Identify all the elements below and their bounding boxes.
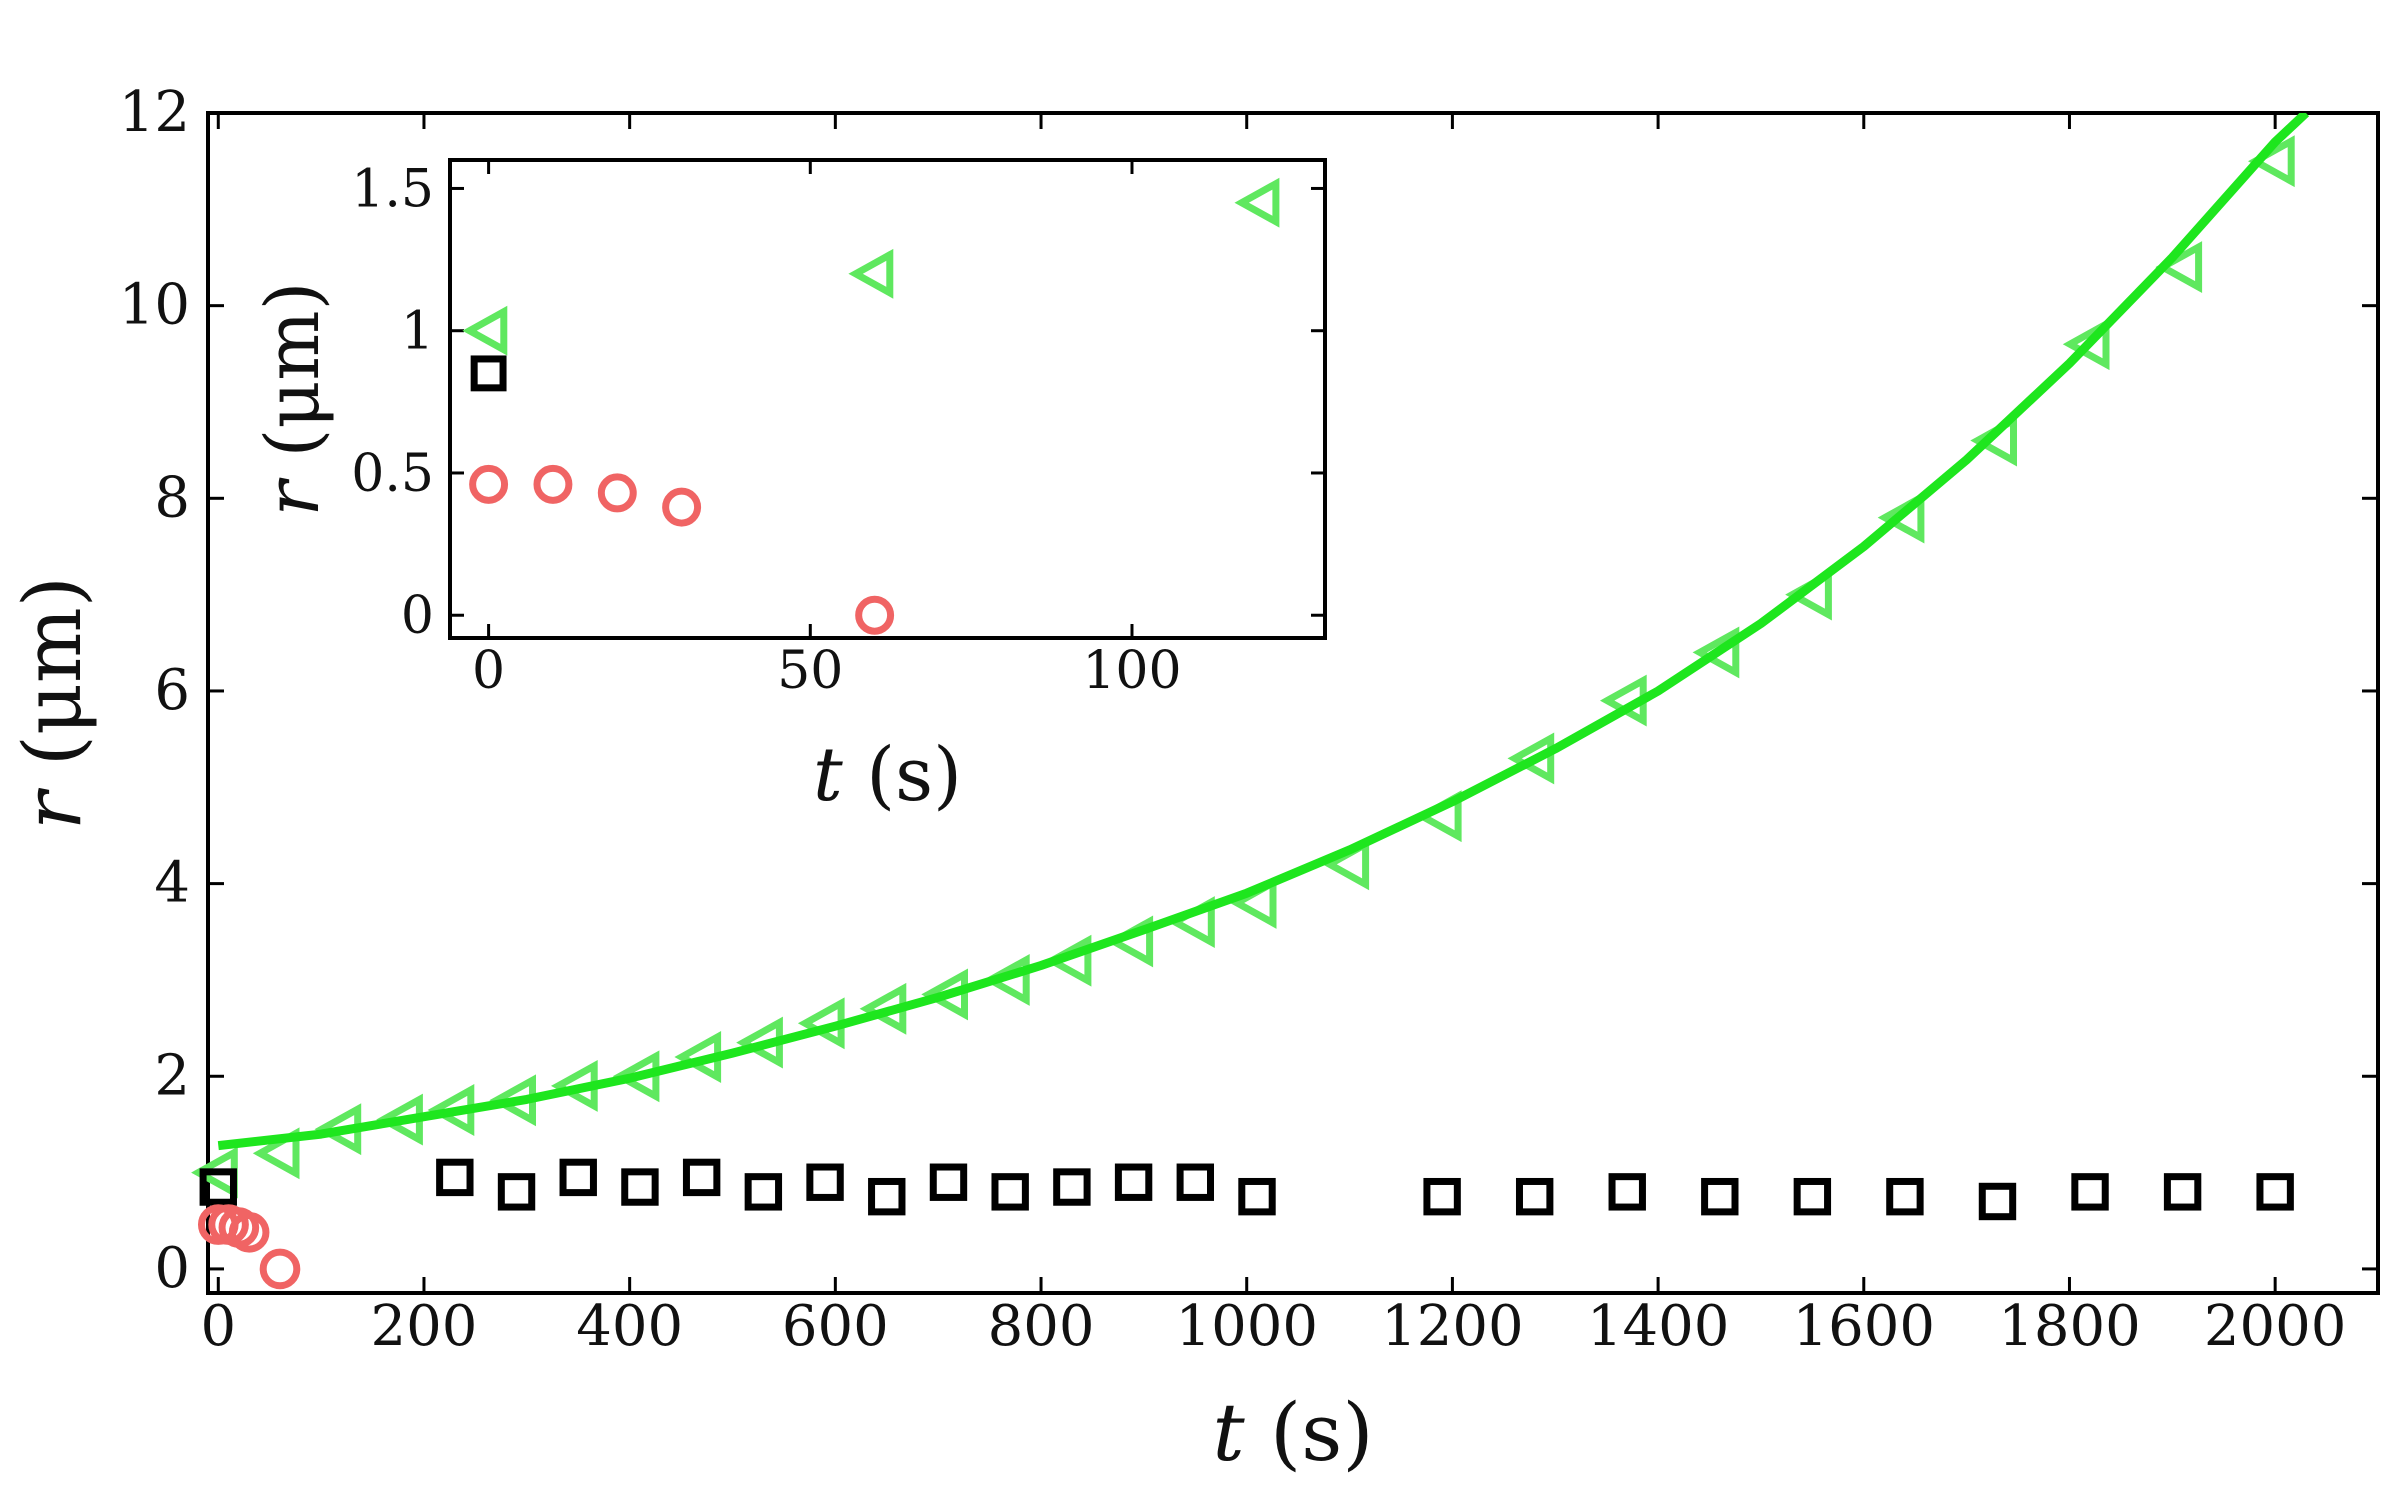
inset-plot-area [462,177,1280,635]
main-y-tick-label: 12 [119,80,190,145]
main-y-tick-label: 8 [154,465,190,530]
main-triangle-marker [1877,491,1925,544]
main-square-marker [1515,1177,1554,1216]
inset-y-tick-label: 1.5 [351,159,434,219]
inset-square-marker [470,355,507,392]
main-square-marker [806,1163,844,1201]
main-triangle-marker [982,953,1030,1006]
main-square-marker [621,1168,659,1206]
main-y-axis-label: r (μm) [6,576,99,830]
main-y-tick-label: 6 [154,658,190,723]
main-axes-frame [206,111,2380,1295]
main-triangle-marker [2247,135,2295,188]
main-x-tick-label: 1800 [1998,1294,2141,1359]
inset-panel: 0 50 100 0 0.5 1 1.5 t (s) r (μm) [250,158,1327,818]
main-x-tick-label: 1400 [1587,1294,1730,1359]
main-square-marker [1114,1163,1153,1201]
main-square-marker [1238,1177,1276,1216]
main-x-tick-label: 200 [371,1294,478,1359]
main-square-marker [1053,1168,1091,1206]
inset-circle-marker [533,464,573,504]
inset-axes-frame [448,158,1327,640]
main-square-marker [1978,1182,2017,1221]
main-x-axis-label: t (s) [1212,1386,1373,1479]
inset-triangle-marker [848,248,894,299]
inset-y-tick-label: 1 [401,302,434,362]
inset-triangle-marker [1234,177,1280,228]
inset-circle-marker [662,487,702,527]
main-square-marker [559,1158,597,1197]
main-triangle-marker [921,968,968,1021]
main-y-tick-label: 10 [119,273,190,338]
inset-y-tick-label: 0.5 [351,444,434,504]
main-circle-marker [228,1212,270,1253]
main-triangle-marker [1044,934,1092,987]
main-triangle-marker [1692,626,1740,679]
inset-triangle-marker [462,305,508,356]
inset-y-axis-label: r (μm) [250,282,336,517]
main-fit-line [217,113,2310,1151]
main-triangle-marker [1507,732,1555,785]
main-square-marker [1608,1173,1646,1211]
main-square-marker [1176,1163,1214,1201]
main-triangle-marker [2062,318,2110,371]
main-square-marker [1886,1177,1924,1216]
main-square-marker [868,1177,906,1216]
main-square-marker [436,1158,474,1197]
main-x-tick-label: 0 [200,1294,236,1359]
main-x-tick-label: 1600 [1793,1294,1936,1359]
main-circle-marker [259,1248,301,1290]
inset-background [450,160,1325,638]
main-square-marker [1423,1177,1461,1216]
main-triangle-marker [2155,241,2203,294]
main-square-marker [199,1168,237,1206]
inset-x-axis-label: t (s) [813,732,962,818]
inset-circle-marker [597,473,637,513]
inset-x-tick-label: 50 [777,641,843,701]
main-square-marker [497,1173,536,1211]
inset-circle-marker [469,464,509,504]
main-panel: 0 200 400 600 800 1000 1200 1400 1600 1800 2000024… [6,80,2380,1479]
main-x-tick-label: 1200 [1381,1294,1524,1359]
main-square-marker [1701,1177,1739,1216]
inset-y-tick-label: 0 [401,586,434,646]
main-y-tick-label: 2 [154,1043,190,1108]
main-square-marker [2071,1173,2109,1211]
main-square-marker [682,1158,721,1197]
main-y-tick-label: 0 [154,1236,190,1301]
main-square-marker [2256,1173,2294,1211]
main-x-tick-label: 400 [576,1294,683,1359]
main-square-marker [1793,1177,1832,1216]
main-square-marker [929,1163,968,1201]
inset-x-tick-label: 0 [472,641,505,701]
main-plot-area [191,113,2310,1290]
main-y-tick-label: 4 [154,851,190,916]
main-x-tick-label: 800 [988,1294,1095,1359]
inset-circle-marker [855,595,895,635]
main-square-marker [2163,1173,2202,1211]
main-x-tick-label: 2000 [2204,1294,2347,1359]
main-x-tick-label: 600 [782,1294,889,1359]
inset-x-tick-label: 100 [1082,641,1181,701]
main-square-marker [991,1173,1029,1211]
main-square-marker [744,1173,783,1211]
main-x-tick-label: 1000 [1175,1294,1318,1359]
